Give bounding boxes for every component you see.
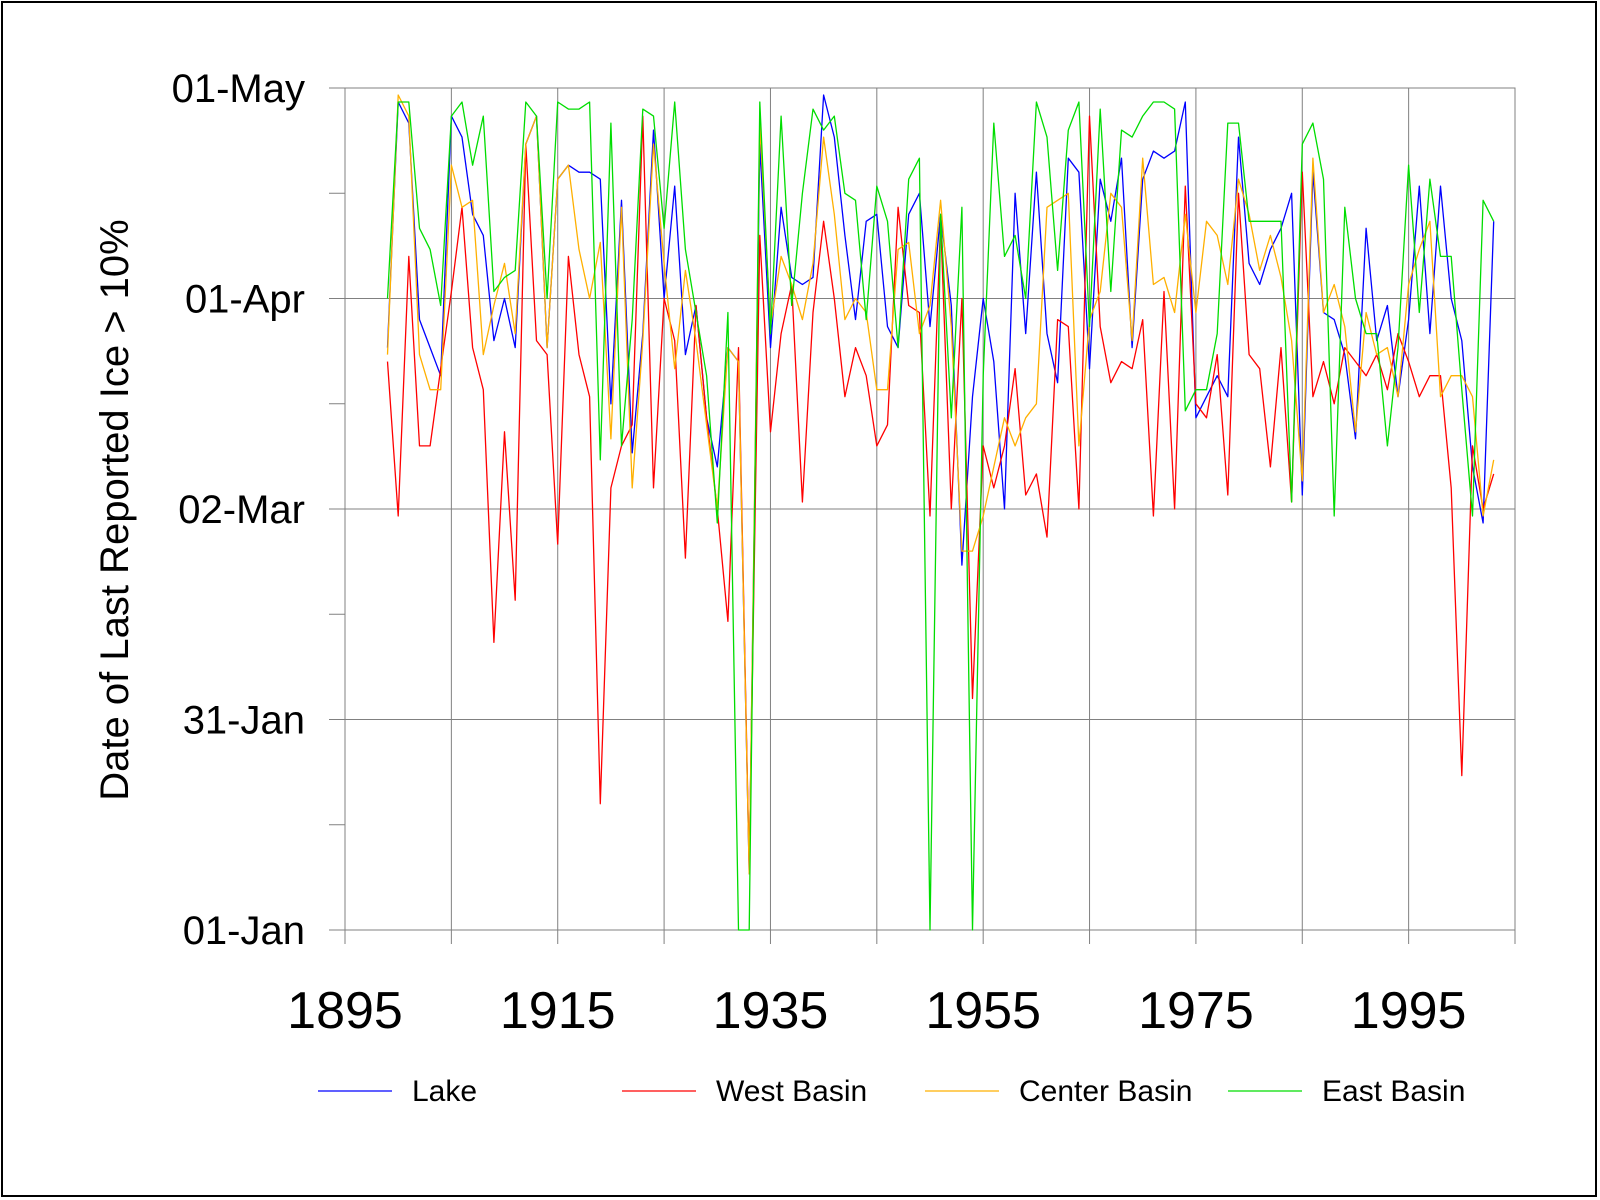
y-tick-labels: 01-Jan 31-Jan 02-Mar 01-Apr 01-May xyxy=(172,67,305,953)
y-tick-label: 31-Jan xyxy=(183,699,305,743)
y-tick-label: 02-Mar xyxy=(178,488,305,532)
y-tick-label: 01-May xyxy=(172,67,305,111)
series-line-lake xyxy=(386,94,1495,875)
x-tick-label: 1995 xyxy=(1351,982,1467,1040)
x-tick-label: 1935 xyxy=(713,982,829,1040)
series-line-center-basin xyxy=(386,94,1495,875)
legend-label: West Basin xyxy=(716,1075,867,1108)
series-lines xyxy=(386,94,1495,931)
x-tick-label: 1915 xyxy=(500,982,616,1040)
y-tick-label: 01-Apr xyxy=(185,278,305,322)
series-line-east-basin xyxy=(386,101,1495,931)
x-tick-labels: 1895 1915 1935 1955 1975 1995 xyxy=(287,982,1466,1040)
legend-label: Lake xyxy=(412,1075,477,1108)
legend-label: East Basin xyxy=(1322,1075,1465,1108)
x-tick-label: 1975 xyxy=(1138,982,1254,1040)
legend: Lake West Basin Center Basin East Basin xyxy=(318,1075,1465,1108)
y-axis-title: Date of Last Reported Ice > 10% xyxy=(93,219,137,800)
y-tick-label: 01-Jan xyxy=(183,909,305,953)
x-tick-label: 1895 xyxy=(287,982,403,1040)
x-tick-label: 1955 xyxy=(925,982,1041,1040)
axes xyxy=(329,87,1516,944)
legend-label: Center Basin xyxy=(1019,1075,1192,1108)
